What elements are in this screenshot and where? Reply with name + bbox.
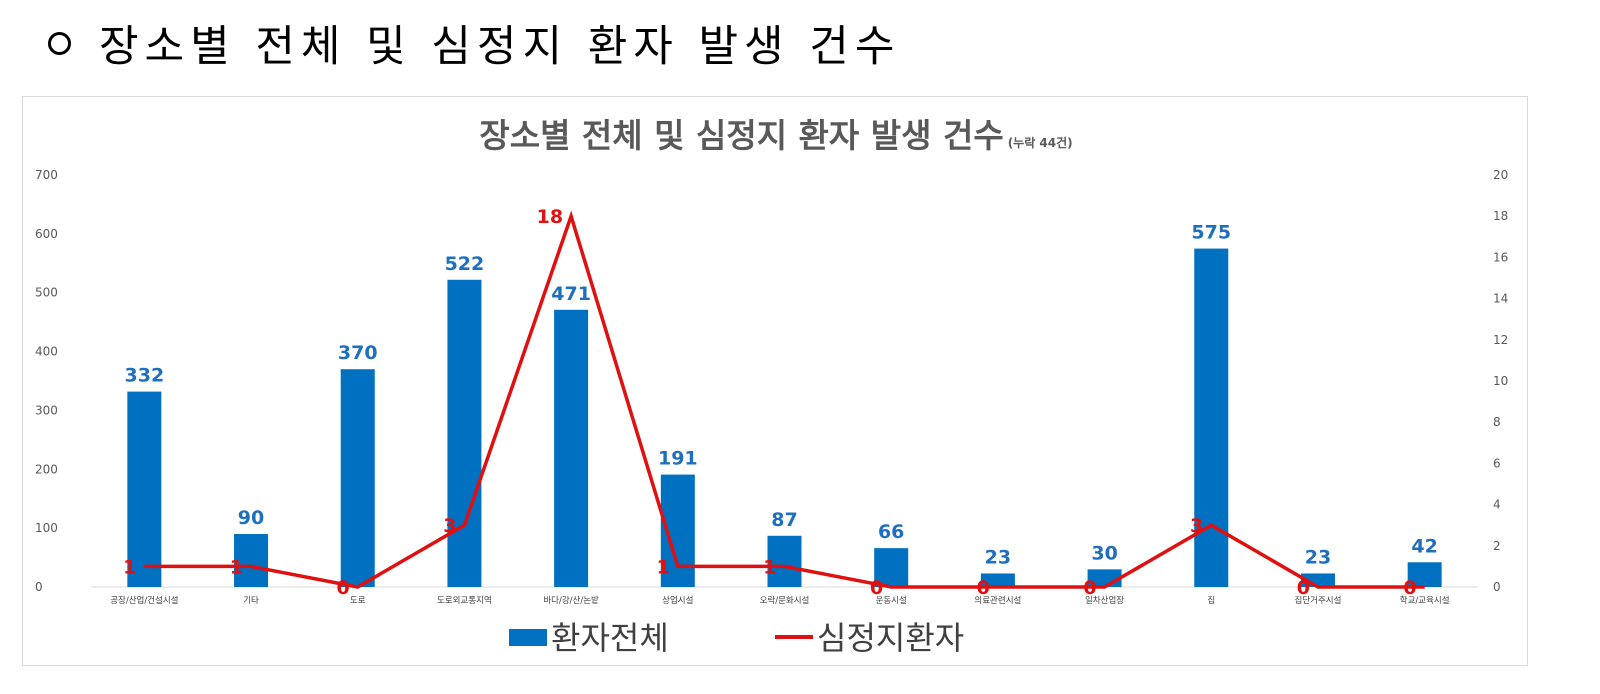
bar xyxy=(767,535,802,587)
chart-title-main: 장소별 전체 및 심정지 환자 발생 건수 xyxy=(479,116,1003,155)
bar xyxy=(447,279,482,587)
bar-data-label: 522 xyxy=(445,253,485,275)
category-label: 기타 xyxy=(243,596,259,606)
page-title: 장소별 전체 및 심정지 환자 발생 건수 xyxy=(99,22,901,72)
line-data-label: 0 xyxy=(1297,577,1310,599)
category-label: 일차산업장 xyxy=(1085,595,1124,606)
chart-title-group: 장소별 전체 및 심정지 환자 발생 건수 (누락 44건) xyxy=(479,116,1072,155)
bar xyxy=(340,369,375,587)
bar-data-label: 42 xyxy=(1411,535,1437,557)
right-tick-label: 14 xyxy=(1493,292,1508,306)
line-data-label: 18 xyxy=(537,206,563,228)
right-tick-label: 2 xyxy=(1493,539,1501,553)
right-tick-label: 12 xyxy=(1493,333,1508,347)
bar xyxy=(1407,562,1442,587)
line-data-label: 0 xyxy=(1403,577,1416,599)
left-tick-label: 700 xyxy=(35,168,58,182)
bar-data-label: 23 xyxy=(1305,546,1331,568)
chart-title-subtitle: (누락 44건) xyxy=(1008,135,1073,150)
bar-data-label: 332 xyxy=(125,365,165,387)
line-data-label: 1 xyxy=(657,556,670,578)
left-tick-label: 200 xyxy=(35,462,58,476)
bar-data-label: 30 xyxy=(1091,542,1117,564)
bar-data-label: 87 xyxy=(771,509,797,531)
line-data-label: 1 xyxy=(123,556,136,578)
right-axis: 0 2 4 6 8 10 12 14 16 18 20 xyxy=(1493,168,1508,594)
left-tick-label: 300 xyxy=(35,403,58,417)
right-tick-label: 16 xyxy=(1493,250,1508,264)
category-label: 집단거주시설 xyxy=(1295,595,1342,606)
left-tick-label: 600 xyxy=(35,227,58,241)
legend-line-label: 심정지환자 xyxy=(817,619,964,657)
bar-data-label: 471 xyxy=(551,283,591,305)
right-tick-label: 20 xyxy=(1493,168,1508,182)
legend-bar-swatch xyxy=(509,629,547,646)
category-label: 의료관련시설 xyxy=(974,595,1021,606)
right-tick-label: 4 xyxy=(1493,498,1501,512)
bar xyxy=(127,391,162,587)
category-label: 운동시설 xyxy=(876,595,907,606)
bar-data-label: 23 xyxy=(985,546,1011,568)
line-data-label: 1 xyxy=(230,556,243,578)
right-tick-label: 18 xyxy=(1493,209,1508,223)
category-label: 공장/산업/건설시설 xyxy=(110,595,178,606)
right-tick-label: 8 xyxy=(1493,415,1501,429)
left-tick-label: 100 xyxy=(35,521,58,535)
left-tick-label: 400 xyxy=(35,345,58,359)
line-data-label: 3 xyxy=(443,515,456,537)
category-label: 바다/강/산/논밭 xyxy=(543,595,599,606)
bar-series: 332 90 370 522 471 191 87 66 23 30 575 23 42 xyxy=(125,222,1442,588)
category-label: 집 xyxy=(1207,595,1215,606)
chart-frame: 장소별 전체 및 심정지 환자 발생 건수 (누락 44건) 0 100 200 300… xyxy=(22,96,1528,666)
category-label: 상업시설 xyxy=(662,595,693,606)
bar xyxy=(554,309,589,587)
bar-data-label: 191 xyxy=(658,448,698,470)
category-label: 오락/문화시설 xyxy=(760,595,810,606)
category-label: 도로외교통지역 xyxy=(437,595,492,606)
bar xyxy=(234,534,269,587)
line-data-label: 0 xyxy=(977,577,990,599)
chart-title: 장소별 전체 및 심정지 환자 발생 건수 (누락 44건) xyxy=(479,116,1072,155)
line-data-label: 1 xyxy=(763,556,776,578)
line-data-label: 3 xyxy=(1190,515,1203,537)
line-data-label: 0 xyxy=(336,577,349,599)
bar xyxy=(874,548,909,587)
line-data-label: 0 xyxy=(1083,577,1096,599)
bar xyxy=(980,573,1015,587)
left-axis: 0 100 200 300 400 500 600 700 xyxy=(35,168,1478,594)
right-tick-label: 0 xyxy=(1493,580,1501,594)
page-heading: 장소별 전체 및 심정지 환자 발생 건수 xyxy=(48,8,900,78)
circle-bullet-icon xyxy=(48,31,71,55)
left-tick-label: 0 xyxy=(35,580,43,594)
bar-data-label: 370 xyxy=(338,342,378,364)
right-tick-label: 6 xyxy=(1493,456,1501,470)
combo-chart: 장소별 전체 및 심정지 환자 발생 건수 (누락 44건) 0100200300… xyxy=(35,116,1508,657)
line-data-label: 0 xyxy=(870,577,883,599)
category-label: 학교/교육시설 xyxy=(1400,595,1450,606)
right-tick-label: 10 xyxy=(1493,374,1508,388)
bar-data-label: 90 xyxy=(238,507,264,529)
legend-bar-label: 환자전체 xyxy=(551,619,669,657)
bar-data-label: 575 xyxy=(1191,222,1231,244)
left-tick-label: 500 xyxy=(35,286,58,300)
category-axis: 공장/산업/건설시설 기타 도로 도로외교통지역 바다/강/산/논밭 상업시설 오락/문화시… xyxy=(110,595,1450,606)
line-path xyxy=(144,210,1425,589)
category-label: 도로 xyxy=(350,596,366,606)
bar-data-label: 66 xyxy=(878,521,904,543)
legend: 환자전체 심정지환자 xyxy=(509,619,964,657)
